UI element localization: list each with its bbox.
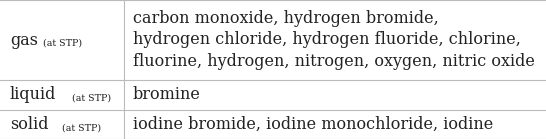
Text: (at STP): (at STP): [72, 94, 111, 103]
Text: (at STP): (at STP): [62, 123, 101, 132]
Text: gas: gas: [10, 32, 38, 49]
Text: iodine bromide, iodine monochloride, iodine: iodine bromide, iodine monochloride, iod…: [133, 116, 493, 133]
Text: carbon monoxide, hydrogen bromide,
hydrogen chloride, hydrogen fluoride, chlorin: carbon monoxide, hydrogen bromide, hydro…: [133, 10, 535, 70]
Text: solid: solid: [10, 116, 49, 133]
Text: liquid: liquid: [10, 86, 56, 103]
Text: (at STP): (at STP): [43, 39, 82, 48]
Text: bromine: bromine: [133, 86, 200, 103]
